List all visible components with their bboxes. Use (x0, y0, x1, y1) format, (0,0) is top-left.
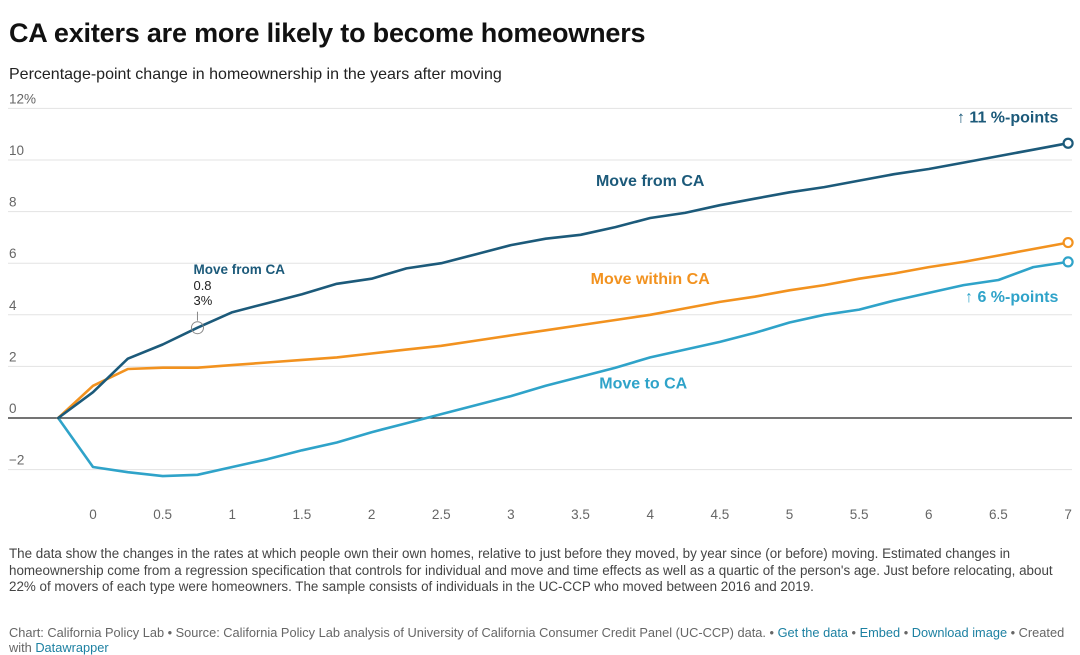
line-chart: 12% 10 8 6 4 2 0 −2 0 0.5 1 1.5 2 2.5 3 3.5 4 4.5 5 5.5 6 6.… (8, 91, 1074, 522)
tooltip-annotation: Move from CA0.83% (190, 262, 285, 335)
tooltip-title: Move from CA (193, 262, 285, 277)
datawrapper-link[interactable]: Datawrapper (35, 639, 109, 655)
series-end-marker-within (1062, 236, 1074, 249)
series-line-from (56, 141, 1070, 420)
series-line-within (56, 241, 1070, 420)
footer-separator: • (848, 625, 860, 640)
x-tick-label: 6.5 (989, 507, 1008, 522)
x-tick-label: 2 (368, 507, 376, 522)
x-tick-label: 5 (786, 507, 794, 522)
y-tick-label: −2 (9, 453, 24, 468)
series-end-marker-from (1062, 137, 1074, 149)
x-tick-label: 0.5 (153, 507, 172, 522)
series-labels: Move from CA Move within CA Move to CA ↑ 11… (591, 110, 1059, 393)
end-value-label-to: ↑ 6 %-points (965, 289, 1058, 306)
x-tick-label: 4.5 (710, 507, 729, 522)
tooltip-point-marker[interactable] (190, 321, 204, 335)
x-tick-label: 3 (507, 507, 515, 522)
series-label-from: Move from CA (596, 173, 705, 190)
chart-subtitle: Percentage-point change in homeownership… (9, 66, 502, 83)
x-tick-label: 4 (646, 507, 654, 522)
series-label-to: Move to CA (599, 375, 687, 392)
series-end-marker-to (1062, 256, 1074, 268)
y-tick-label: 6 (9, 246, 17, 261)
y-axis-ticks: 12% 10 8 6 4 2 0 −2 (9, 91, 36, 467)
x-tick-label: 3.5 (571, 507, 590, 522)
x-tick-label: 1 (229, 507, 237, 522)
series-line-to (56, 260, 1070, 478)
chart-title: CA exiters are more likely to become hom… (9, 18, 646, 48)
y-tick-label: 10 (9, 143, 24, 158)
embed-link[interactable]: Embed (859, 625, 901, 640)
x-tick-label: 7 (1064, 507, 1072, 522)
y-tick-label: 0 (9, 401, 17, 416)
footer-source: Chart: California Policy Lab • Source: C… (9, 625, 778, 640)
download-image-link[interactable]: Download image (911, 625, 1008, 640)
tooltip-y-value: 3% (193, 293, 212, 308)
x-axis-ticks: 0 0.5 1 1.5 2 2.5 3 3.5 4 4.5 5 5.5 6 6.5 7 (89, 507, 1072, 522)
tooltip-x-value: 0.8 (193, 278, 211, 293)
end-value-label-from: ↑ 11 %-points (957, 110, 1058, 127)
x-tick-label: 6 (925, 507, 933, 522)
series-label-within: Move within CA (591, 271, 711, 288)
grid-lines (8, 107, 1072, 471)
y-tick-label: 12% (9, 91, 36, 106)
y-tick-label: 4 (9, 298, 17, 313)
chart-notes: The data show the changes in the rates a… (9, 546, 1053, 594)
x-tick-label: 2.5 (432, 507, 451, 522)
footer-separator: • Created with (9, 625, 1065, 655)
footer-separator: • (900, 625, 912, 640)
y-tick-label: 2 (9, 349, 17, 364)
x-tick-label: 1.5 (293, 507, 312, 522)
get-data-link[interactable]: Get the data (777, 625, 848, 640)
series-lines (56, 137, 1074, 478)
x-tick-label: 5.5 (850, 507, 869, 522)
chart-footer: Chart: California Policy Lab • Source: C… (9, 625, 1074, 655)
x-tick-label: 0 (89, 507, 97, 522)
y-tick-label: 8 (9, 195, 17, 210)
